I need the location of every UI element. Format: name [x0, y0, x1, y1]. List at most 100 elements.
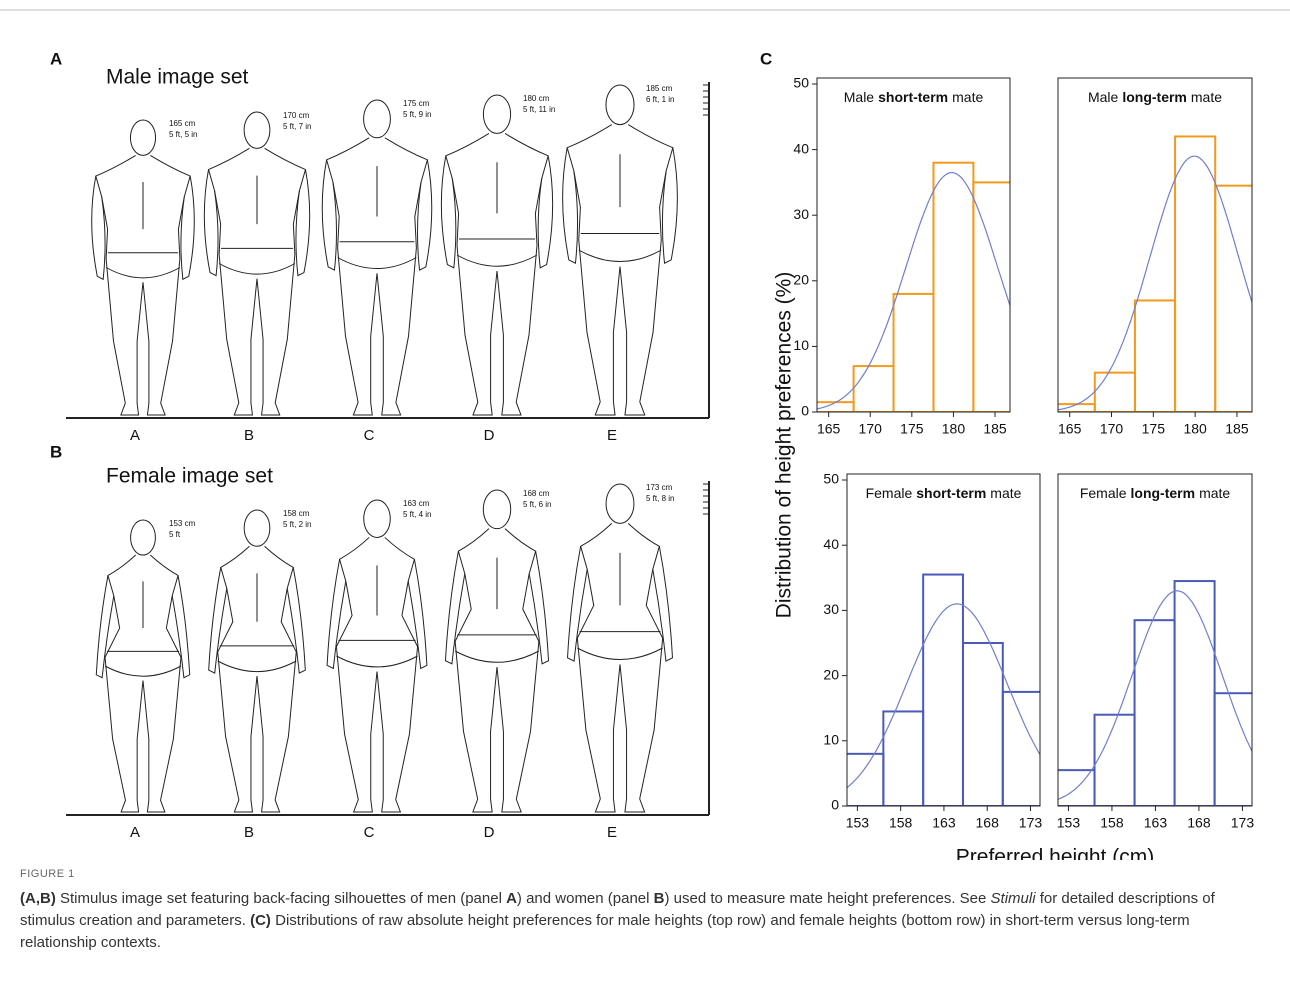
- panel-title: Male image set: [106, 66, 249, 89]
- chart-title: Male short-term mate: [844, 89, 984, 105]
- figure-letter: B: [244, 824, 254, 841]
- head: [130, 519, 156, 556]
- bar: [922, 573, 964, 806]
- caption: (A,B) Stimulus image set featuring back-…: [20, 888, 1260, 954]
- figure-letter: A: [130, 427, 140, 444]
- caption-segment: (A,B): [20, 890, 56, 907]
- head: [363, 99, 391, 139]
- height-ft: 5 ft, 5 in: [169, 130, 197, 139]
- panel-label: A: [50, 49, 62, 68]
- caption-segment: ) and women (panel: [516, 890, 654, 907]
- plot-area: [847, 573, 1040, 806]
- x-tick-label: 175: [900, 421, 924, 437]
- arm: [537, 155, 554, 269]
- figure-letter: D: [484, 427, 495, 444]
- silhouette: [91, 119, 195, 416]
- height-ft: 5 ft, 7 in: [283, 122, 311, 131]
- y-tick-label: 40: [793, 140, 809, 156]
- title-part: mate: [990, 485, 1021, 501]
- height-cm: 158 cm: [283, 509, 310, 518]
- bar: [1173, 580, 1216, 806]
- figure-letter: A: [130, 824, 140, 841]
- x-axis-label: Preferred height (cm): [956, 846, 1154, 860]
- bar: [1093, 713, 1136, 806]
- x-tick-label: 173: [1019, 815, 1043, 831]
- height-cm: 185 cm: [646, 84, 673, 93]
- underwear: [218, 247, 296, 275]
- chart-title: Male long-term mate: [1088, 89, 1222, 105]
- figure-letter: D: [484, 824, 495, 841]
- figure-letter: B: [244, 427, 254, 444]
- arm: [321, 159, 337, 271]
- plot-frame: [1057, 77, 1253, 413]
- arm: [417, 159, 433, 271]
- title-part: long-term: [1122, 89, 1187, 105]
- arm: [661, 147, 678, 264]
- height-ft: 5 ft, 2 in: [283, 520, 311, 529]
- head: [363, 499, 391, 538]
- caption-segment: for detailed descriptions of stimulus cr…: [20, 890, 1215, 929]
- head: [482, 489, 512, 530]
- figure-label: FIGURE 1: [20, 868, 75, 880]
- plot-area: [1058, 580, 1252, 806]
- panel-label: C: [760, 49, 772, 68]
- x-tick-label: 168: [1187, 815, 1211, 831]
- height-cm: 170 cm: [283, 111, 310, 120]
- bar: [932, 161, 975, 412]
- height-cm: 165 cm: [169, 119, 196, 128]
- height-ft: 5 ft, 6 in: [523, 500, 551, 509]
- x-tick-label: 158: [1100, 815, 1124, 831]
- arm: [295, 169, 311, 277]
- height-ft: 5 ft, 4 in: [403, 510, 431, 519]
- arm: [528, 551, 550, 665]
- underwear: [454, 634, 540, 663]
- y-tick-label: 30: [793, 206, 809, 222]
- silhouette: [440, 94, 554, 416]
- arm: [203, 169, 219, 277]
- arm: [567, 546, 588, 662]
- plot-frame: [846, 473, 1041, 807]
- caption-segment: B: [653, 890, 665, 907]
- title-part: Male: [1088, 89, 1119, 105]
- arm: [440, 155, 457, 269]
- bar: [852, 365, 895, 412]
- arm: [407, 559, 428, 670]
- x-tick-label: 153: [846, 815, 870, 831]
- underwear: [577, 631, 663, 660]
- silhouette: [203, 111, 311, 416]
- panel-title: Female image set: [106, 465, 273, 488]
- height-cm: 163 cm: [403, 499, 430, 508]
- caption-segment: Stimuli: [990, 890, 1036, 907]
- y-tick-label: 10: [793, 337, 809, 353]
- height-ft: 5 ft, 8 in: [646, 494, 674, 503]
- bar: [1093, 371, 1136, 412]
- y-tick-label: 10: [823, 732, 839, 748]
- bar: [1174, 135, 1217, 412]
- x-tick-label: 158: [889, 815, 913, 831]
- bar: [1214, 184, 1252, 412]
- x-tick-label: 185: [983, 421, 1007, 437]
- arm: [562, 147, 579, 264]
- title-part: mate: [952, 89, 983, 105]
- height-cm: 153 cm: [169, 519, 196, 528]
- silhouette: [321, 99, 433, 416]
- plot-frame: [816, 77, 1011, 413]
- x-tick-label: 173: [1231, 815, 1255, 831]
- arm: [286, 567, 306, 674]
- y-tick-label: 20: [823, 666, 839, 682]
- fit-curve: [817, 171, 1010, 410]
- underwear: [217, 645, 297, 673]
- caption-segment: Distributions of raw absolute height pre…: [20, 912, 1190, 951]
- fit-curve: [1058, 590, 1252, 800]
- caption-segment: ) used to measure mate height preference…: [664, 890, 991, 907]
- height-ft: 6 ft, 1 in: [646, 95, 674, 104]
- x-tick-label: 153: [1057, 815, 1081, 831]
- underwear: [578, 233, 662, 263]
- head: [243, 111, 271, 149]
- bar: [1133, 619, 1176, 806]
- figure-letter: E: [607, 427, 617, 444]
- height-ft: 5 ft: [169, 530, 181, 539]
- y-tick-label: 0: [831, 797, 839, 813]
- figure-letter: C: [364, 427, 375, 444]
